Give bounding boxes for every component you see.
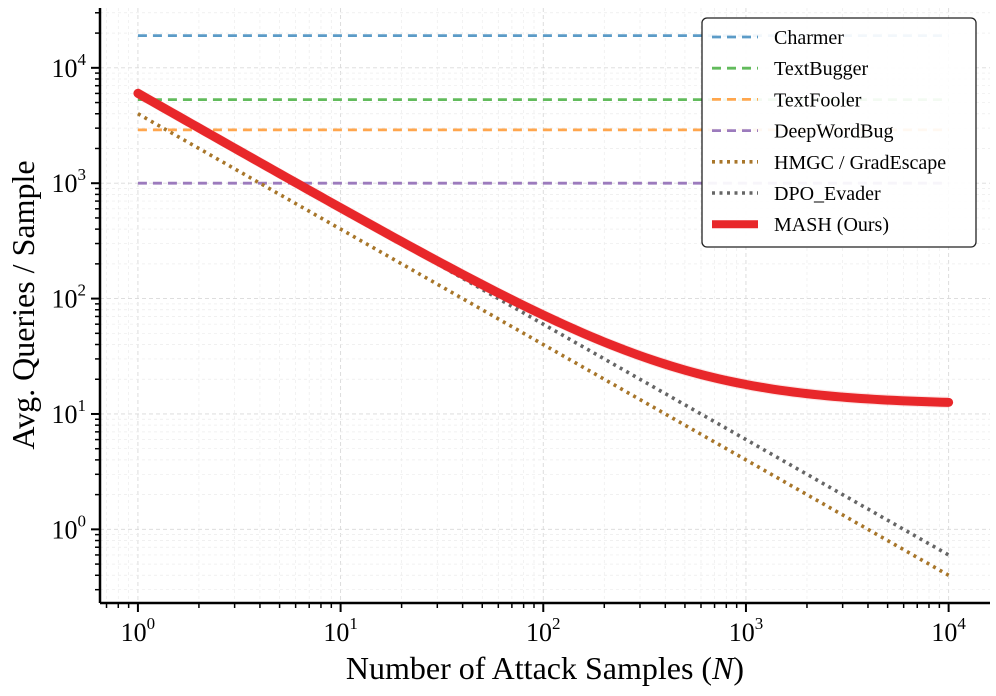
axes xyxy=(98,8,990,605)
series-line-mash-ours xyxy=(133,88,954,407)
legend-box xyxy=(701,17,977,248)
legend-label-textfooler: TextFooler xyxy=(774,89,862,111)
y-tick-label: 102 xyxy=(52,281,87,314)
x-tick-label: 101 xyxy=(323,614,358,647)
legend-label-hmgc-gradescape: HMGC / GradEscape xyxy=(774,152,946,174)
y-tick-label: 101 xyxy=(52,396,87,429)
legend-label-dpo-evader: DPO_Evader xyxy=(774,183,881,205)
legend-label-textbugger: TextBugger xyxy=(774,58,868,80)
legend-label-mash-ours: MASH (Ours) xyxy=(774,214,889,236)
x-tick-label: 100 xyxy=(121,614,156,647)
axis-labels: Number of Attack Samples (N) Avg. Querie… xyxy=(5,160,744,686)
series-line-dpo-evader xyxy=(436,262,950,557)
y-axis-label: Avg. Queries / Sample xyxy=(5,160,41,449)
y-tick-label: 103 xyxy=(52,165,87,198)
x-axis-label: Number of Attack Samples (N) xyxy=(346,650,744,686)
legend-label-deepwordbug: DeepWordBug xyxy=(774,121,893,143)
x-tick-label: 102 xyxy=(526,614,561,647)
legend-label-charmer: Charmer xyxy=(774,27,844,49)
series-line-hmgc-gradescape xyxy=(137,112,950,577)
y-tick-label: 104 xyxy=(52,50,87,83)
legend: Charmer TextBugger TextFooler DeepWordBug HM… xyxy=(701,17,977,248)
x-tick-label: 104 xyxy=(931,614,966,647)
ticks: 100 101 102 103 104 100 101 102 103 104 xyxy=(52,12,966,647)
y-tick-label: 100 xyxy=(52,511,87,544)
x-tick-label: 103 xyxy=(729,614,764,647)
